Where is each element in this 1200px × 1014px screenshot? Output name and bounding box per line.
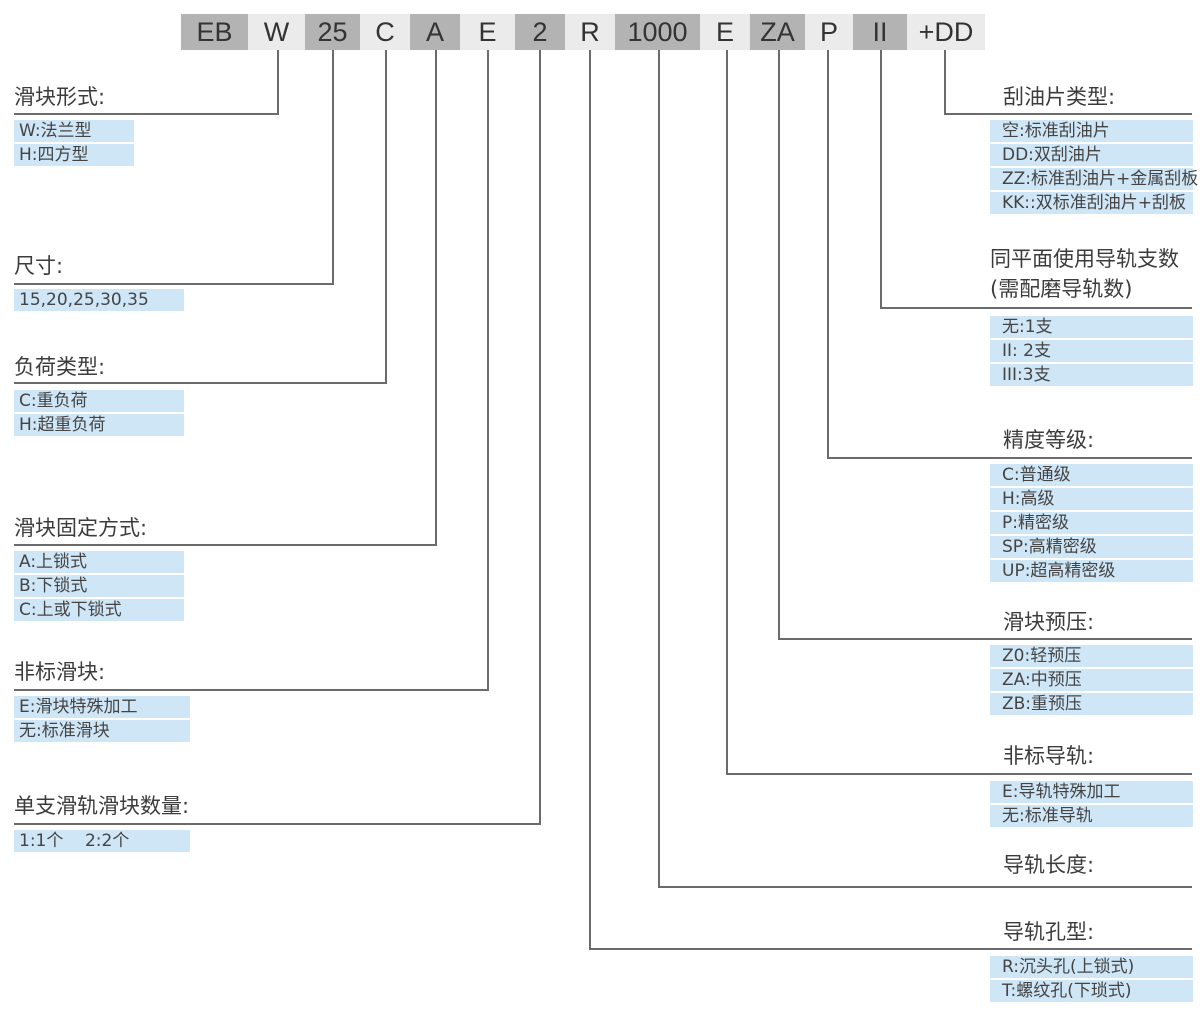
group-underline [880,307,1192,309]
option-item: P:精密级 [990,512,1193,534]
group-underline [658,886,1192,888]
option-item: 15,20,25,30,35 [14,289,184,311]
option-item: Z0:轻预压 [990,645,1193,667]
code-segment: 1000 [615,14,700,50]
option-item: C:普通级 [990,464,1193,486]
option-item: H:超重负荷 [14,414,184,436]
connector-line [487,50,489,691]
group-heading: 导轨长度: [1003,853,1095,877]
option-item: E:滑块特殊加工 [14,696,190,718]
connector-line [332,50,334,285]
connector-line [589,50,591,950]
group-heading: 滑块形式: [14,85,106,109]
code-segment: +DD [907,14,985,50]
option-item: A:上锁式 [14,551,184,573]
code-segment: ZA [750,14,805,50]
option-item: 无:1支 [990,316,1193,338]
group-underline [726,773,1192,775]
option-item: III:3支 [990,364,1193,386]
group-underline [14,689,489,691]
option-item: ZZ:标准刮油片+金属刮板 [990,168,1198,190]
code-segment: P [805,14,853,50]
group-heading: 负荷类型: [14,355,106,379]
option-item: 1:1个 2:2个 [14,830,190,852]
connector-line [277,50,279,115]
option-item: KK::双标准刮油片+刮板 [990,192,1193,214]
connector-line [944,50,946,115]
group-heading: 单支滑轨滑块数量: [14,794,190,818]
code-segment: R [565,14,615,50]
group-heading: 滑块预压: [1003,610,1095,634]
connector-line [658,50,660,888]
group-underline [14,382,387,384]
option-item: II: 2支 [990,340,1193,362]
option-item: E:导轨特殊加工 [990,781,1193,803]
code-segment: EB [181,14,248,50]
group-heading: 非标导轨: [1003,744,1095,768]
group-underline [14,544,437,546]
option-item: B:下锁式 [14,575,184,597]
code-segment: A [410,14,460,50]
code-segment: C [360,14,410,50]
code-segment: II [853,14,907,50]
group-heading: 精度等级: [1003,428,1095,452]
group-heading: 非标滑块: [14,660,106,684]
option-item: H:四方型 [14,144,134,166]
group-underline [944,113,1192,115]
group-heading: 同平面使用导轨支数 [990,247,1179,271]
group-underline [14,113,279,115]
group-heading: (需配磨导轨数) [990,277,1133,301]
group-heading: 尺寸: [14,254,64,278]
option-item: SP:高精密级 [990,536,1193,558]
connector-line [539,50,541,825]
option-item: C:上或下锁式 [14,599,184,621]
group-heading: 滑块固定方式: [14,516,148,540]
option-item: 无:标准导轨 [990,805,1193,827]
option-item: W:法兰型 [14,120,134,142]
option-item: ZB:重预压 [990,693,1193,715]
connector-line [385,50,387,384]
option-item: 无:标准滑块 [14,720,190,742]
code-segment: 25 [305,14,360,50]
connector-line [880,50,882,309]
option-item: R:沉头孔(上锁式) [990,956,1193,978]
code-segment: 2 [515,14,565,50]
connector-line [726,50,728,775]
code-segment: W [248,14,305,50]
group-underline [14,283,334,285]
group-heading: 刮油片类型: [1003,85,1116,109]
group-heading: 导轨孔型: [1003,920,1095,944]
option-item: 空:标准刮油片 [990,120,1193,142]
connector-line [778,50,780,640]
option-item: C:重负荷 [14,390,184,412]
connector-line [827,50,829,459]
option-item: DD:双刮油片 [990,144,1193,166]
group-underline [827,457,1192,459]
group-underline [589,948,1192,950]
option-item: ZA:中预压 [990,669,1193,691]
code-segment: E [700,14,750,50]
group-underline [14,823,541,825]
connector-line [435,50,437,546]
option-item: T:螺纹孔(下琐式) [990,980,1193,1002]
code-segment: E [460,14,515,50]
option-item: H:高级 [990,488,1193,510]
group-underline [778,638,1192,640]
option-item: UP:超高精密级 [990,560,1193,582]
